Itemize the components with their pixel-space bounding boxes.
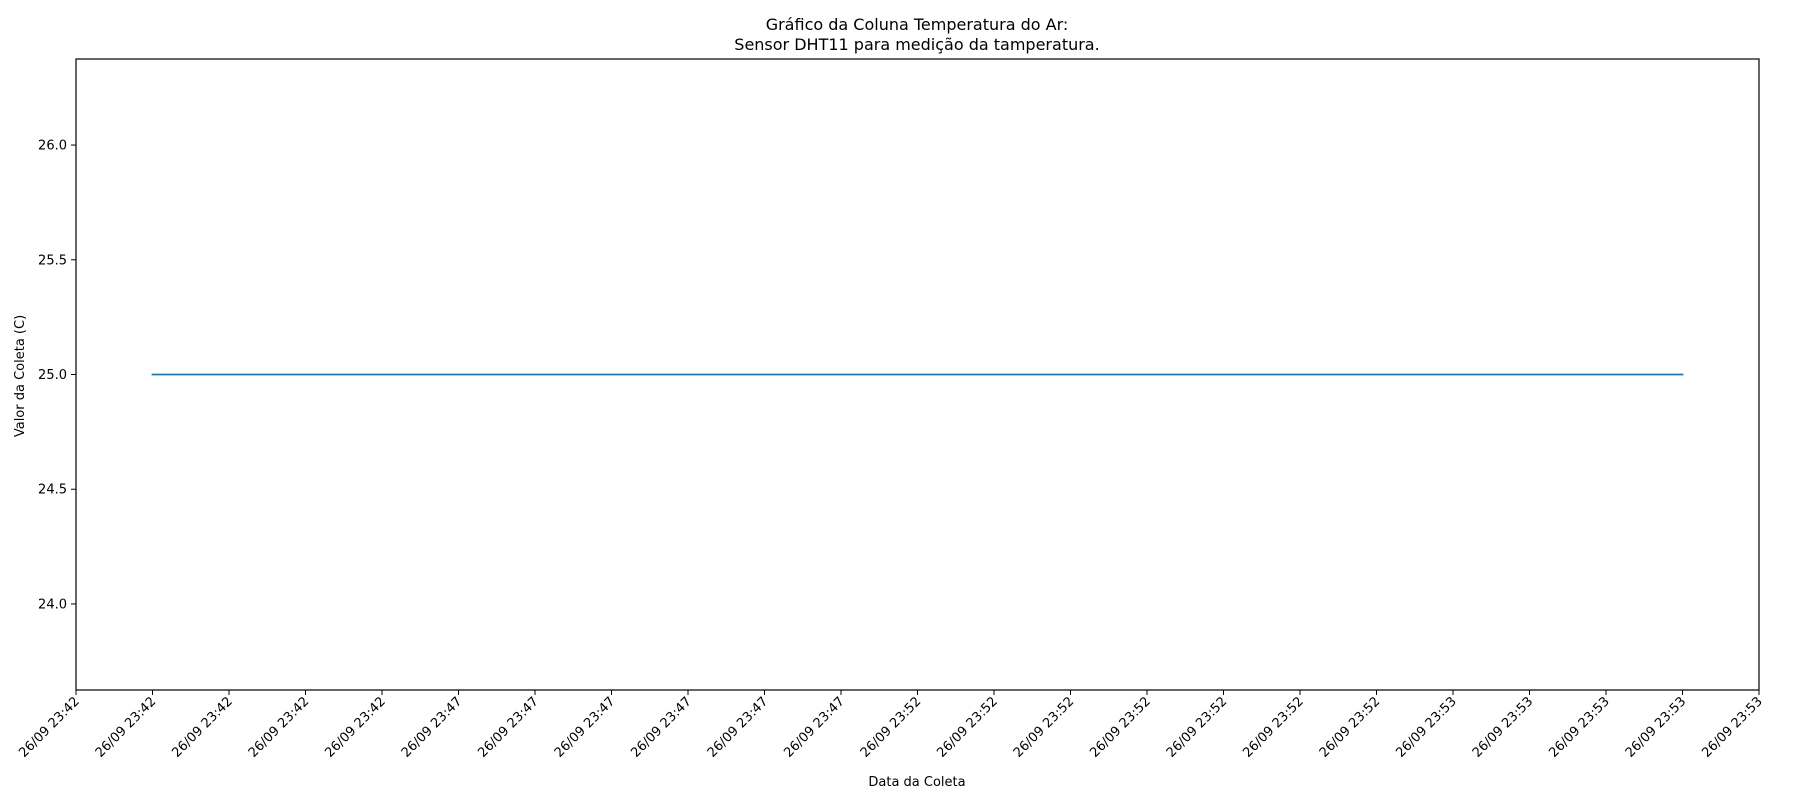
x-tick-label: 26/09 23:53 bbox=[1470, 694, 1537, 761]
y-axis-label: Valor da Coleta (C) bbox=[13, 315, 28, 437]
x-tick-label: 26/09 23:53 bbox=[1699, 694, 1766, 761]
x-tick-label: 26/09 23:53 bbox=[1546, 694, 1613, 761]
x-tick-label: 26/09 23:52 bbox=[858, 694, 925, 761]
chart-title-line2: Sensor DHT11 para medição da tamperatura… bbox=[734, 35, 1099, 54]
x-tick-label: 26/09 23:42 bbox=[322, 694, 389, 761]
x-tick-label: 26/09 23:53 bbox=[1393, 694, 1460, 761]
y-tick-label: 25.0 bbox=[38, 368, 67, 383]
x-tick-label: 26/09 23:52 bbox=[1240, 694, 1307, 761]
x-tick-label: 26/09 23:53 bbox=[1623, 694, 1690, 761]
chart-title-line1: Gráfico da Coluna Temperatura do Ar: bbox=[766, 15, 1069, 34]
x-axis-label: Data da Coleta bbox=[868, 775, 965, 790]
x-tick-label: 26/09 23:47 bbox=[475, 694, 542, 761]
x-tick-label: 26/09 23:52 bbox=[1087, 694, 1154, 761]
x-tick-label: 26/09 23:52 bbox=[1164, 694, 1231, 761]
x-tick-label: 26/09 23:42 bbox=[169, 694, 236, 761]
x-tick-label: 26/09 23:52 bbox=[1011, 694, 1078, 761]
y-tick-label: 24.5 bbox=[38, 483, 67, 498]
x-tick-label: 26/09 23:47 bbox=[628, 694, 695, 761]
x-tick-label: 26/09 23:47 bbox=[705, 694, 772, 761]
x-tick-label: 26/09 23:47 bbox=[552, 694, 619, 761]
plot-area: 24.024.525.025.526.026/09 23:42 26/09 23:… bbox=[16, 58, 1766, 761]
y-tick-label: 26.0 bbox=[38, 139, 67, 154]
x-tick-label: 26/09 23:42 bbox=[16, 694, 83, 761]
y-tick-label: 24.0 bbox=[38, 597, 67, 612]
x-tick-label: 26/09 23:42 bbox=[246, 694, 313, 761]
x-tick-label: 26/09 23:52 bbox=[934, 694, 1001, 761]
y-tick-label: 25.5 bbox=[38, 253, 67, 268]
x-tick-label: 26/09 23:42 bbox=[93, 694, 160, 761]
x-tick-label: 26/09 23:47 bbox=[781, 694, 848, 761]
x-tick-label: 26/09 23:52 bbox=[1317, 694, 1384, 761]
x-tick-label: 26/09 23:47 bbox=[399, 694, 466, 761]
